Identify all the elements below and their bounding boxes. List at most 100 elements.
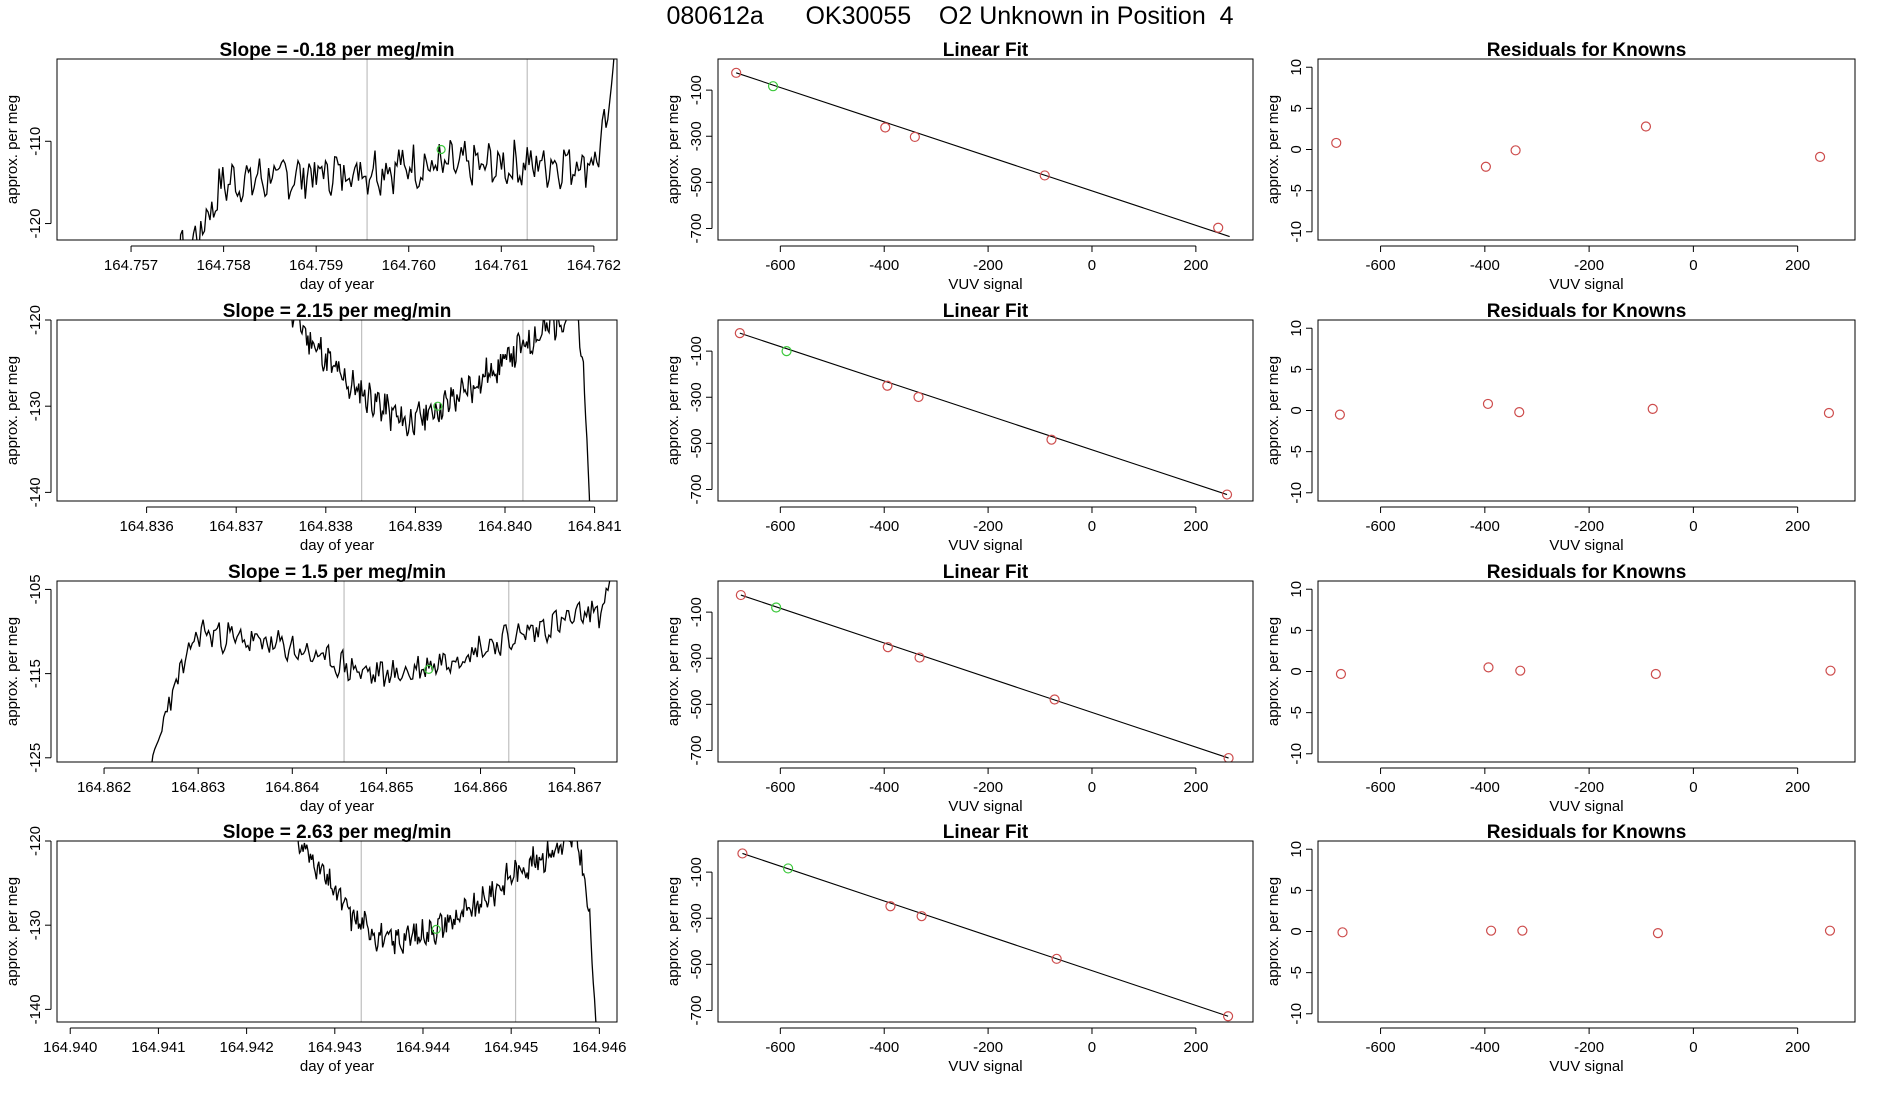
chart-panel-11: Residuals for Knowns -600 -400 -200 0 200 VUV … (1265, 822, 1856, 1075)
known-point (913, 391, 924, 403)
known-point (1823, 407, 1835, 419)
x-axis-label: VUV signal (1549, 537, 1623, 554)
fit-line (739, 332, 1228, 496)
data-layer (1334, 398, 1835, 420)
plot-frame (1317, 58, 1856, 241)
y-tick-label: -10 (1288, 743, 1305, 765)
x-tick-label: 164.945 (484, 1039, 538, 1056)
plot-frame (1317, 840, 1856, 1023)
y-tick-label: -105 (27, 574, 44, 604)
known-point (734, 328, 745, 339)
x-tick-label: -200 (973, 257, 1003, 274)
known-point (737, 848, 748, 859)
known-point (731, 67, 742, 78)
x-tick-label: -600 (765, 1039, 795, 1056)
data-layer (734, 328, 1233, 500)
x-tick-label: -200 (973, 518, 1003, 535)
chart-panel-0: Slope = -0.18 per meg/min 164.757 164.758 1… (4, 40, 621, 293)
x-tick-label: 200 (1785, 257, 1810, 274)
y-tick-label: -120 (27, 209, 44, 239)
x-tick-label: 200 (1183, 518, 1208, 535)
known-point (1480, 161, 1491, 172)
x-tick-label: 200 (1785, 779, 1810, 796)
known-point (1510, 145, 1521, 156)
y-tick-label: -10 (1288, 1003, 1305, 1025)
data-layer (731, 67, 1230, 238)
y-tick-label: -5 (1288, 184, 1305, 197)
unknown-point (424, 664, 434, 674)
x-axis-label: VUV signal (1549, 798, 1623, 815)
y-tick-label: 10 (1288, 841, 1305, 858)
known-point (1517, 925, 1528, 936)
known-point (1335, 668, 1347, 680)
y-tick-label: 0 (1288, 145, 1305, 153)
x-tick-label: 164.760 (382, 257, 436, 274)
y-tick-label: -700 (688, 213, 705, 243)
y-tick-label: -100 (688, 857, 705, 887)
y-tick-label: 10 (1288, 59, 1305, 76)
x-tick-label: 0 (1088, 1039, 1096, 1056)
plot-frame (1317, 319, 1856, 502)
y-tick-label: 0 (1288, 406, 1305, 414)
known-point (1640, 121, 1652, 132)
y-tick-label: -300 (688, 121, 705, 151)
known-point (1222, 1011, 1234, 1022)
x-tick-label: 164.865 (359, 779, 413, 796)
y-axis-label: approx. per meg (1265, 617, 1282, 726)
y-tick-label: -100 (688, 336, 705, 366)
known-point (1331, 137, 1342, 149)
x-tick-label: -600 (765, 779, 795, 796)
x-tick-label: -200 (1574, 1039, 1604, 1056)
x-axis-label: day of year (300, 537, 374, 554)
x-axis-label: VUV signal (948, 276, 1022, 293)
x-tick-label: 164.862 (77, 779, 131, 796)
x-tick-label: 164.761 (474, 257, 528, 274)
x-tick-label: -600 (765, 257, 795, 274)
y-axis-label: approx. per meg (1265, 877, 1282, 986)
known-point (1483, 662, 1494, 673)
known-point (1647, 403, 1658, 414)
plot-frame (56, 319, 618, 502)
known-point (1046, 434, 1057, 445)
x-axis-label: VUV signal (948, 537, 1022, 554)
y-tick-label: -130 (27, 910, 44, 940)
y-tick-label: -110 (27, 127, 44, 156)
data-layer (1335, 662, 1836, 680)
unknown-point (783, 863, 794, 874)
y-axis-label: approx. per meg (4, 356, 21, 465)
x-tick-label: 164.863 (171, 779, 225, 796)
y-axis-label: approx. per meg (665, 356, 682, 465)
y-tick-label: 10 (1288, 581, 1305, 598)
known-point (1485, 925, 1497, 936)
x-tick-label: 164.758 (196, 257, 250, 274)
signal-trace (297, 841, 597, 1022)
known-point (1825, 665, 1836, 676)
x-tick-label: -600 (1366, 518, 1396, 535)
y-tick-label: -500 (688, 949, 705, 979)
x-tick-label: 200 (1785, 1039, 1810, 1056)
y-tick-label: 5 (1288, 886, 1305, 894)
chart-title: Slope = -0.18 per meg/min (220, 40, 455, 61)
y-tick-label: 10 (1288, 320, 1305, 337)
plot-frame (1317, 580, 1856, 763)
x-tick-label: -600 (1366, 1039, 1396, 1056)
data-layer (151, 581, 611, 762)
x-tick-label: 164.867 (548, 779, 602, 796)
x-axis-label: day of year (300, 1058, 374, 1075)
known-point (1482, 398, 1494, 410)
y-tick-label: -500 (688, 167, 705, 197)
y-tick-label: 5 (1288, 104, 1305, 112)
x-tick-label: -400 (869, 257, 899, 274)
x-axis-label: VUV signal (1549, 276, 1623, 293)
signal-trace (291, 320, 591, 501)
y-axis-label: approx. per meg (665, 877, 682, 986)
x-tick-label: -400 (869, 518, 899, 535)
x-tick-label: 164.866 (453, 779, 507, 796)
known-point (735, 589, 746, 601)
x-tick-label: -600 (1366, 257, 1396, 274)
known-point (880, 122, 891, 133)
x-tick-label: 164.942 (219, 1039, 273, 1056)
x-tick-label: 0 (1088, 518, 1096, 535)
fit-line (736, 72, 1230, 238)
chart-panel-5: Residuals for Knowns -600 -400 -200 0 200 VUV … (1265, 301, 1856, 554)
